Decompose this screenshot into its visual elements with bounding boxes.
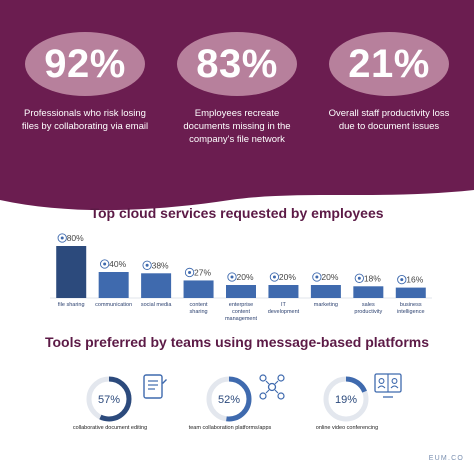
donut-3-ring: 19%	[323, 376, 369, 422]
bar-value-1: 80%	[67, 233, 84, 243]
social-icon-dot	[145, 263, 149, 267]
bar-value-6: 20%	[279, 272, 296, 282]
donut-1-ring: 57%	[86, 376, 132, 422]
stat-3-value: 21%	[329, 32, 449, 96]
bar-chart: 80% file sharing 40% communication 38% social…	[50, 233, 432, 322]
donut-3-caption: online video conferencing	[315, 425, 379, 431]
donut-1: 57%	[85, 375, 133, 428]
category-label-7: marketing	[314, 302, 338, 308]
ecm-icon-dot	[230, 275, 234, 279]
bar-value-9: 16%	[406, 275, 423, 285]
cloud-icon-dot	[60, 236, 64, 240]
category-label-8: sales productivity	[354, 302, 382, 315]
bar-7	[310, 285, 341, 298]
donut-2-arc	[206, 376, 252, 422]
donut-2-ring: 52%	[206, 376, 252, 422]
category-label-5: enterprise content management	[225, 302, 258, 322]
bar-value-4: 27%	[194, 267, 211, 277]
chat-icon-dot	[103, 262, 107, 266]
donut-3: 19%	[322, 375, 370, 428]
stat-1: 92% Professionals who risk losing files …	[15, 32, 155, 133]
share-icon-dot	[188, 270, 192, 274]
video-call-icon	[374, 373, 402, 398]
section2-title: Tools preferred by teams using message-b…	[44, 334, 430, 350]
footer-brand: EUM.CO	[428, 455, 464, 462]
monitor-icon-dot	[272, 275, 276, 279]
bar-value-8: 18%	[364, 273, 381, 283]
donut-1-caption: collaborative document editing	[72, 425, 148, 431]
donut-1-arc	[86, 376, 132, 422]
megaphone-icon-dot	[315, 275, 319, 279]
stat-2-caption: Employees recreate documents missing in …	[183, 108, 291, 145]
donut-2-label: 52%	[218, 394, 240, 406]
category-label-6: IT development	[268, 302, 300, 315]
bar-1	[56, 246, 87, 298]
stat-2-value: 83%	[177, 32, 297, 96]
chart-icon-dot	[357, 276, 361, 280]
donut-1-label: 57%	[98, 394, 120, 406]
category-label-3: social media	[141, 302, 173, 308]
category-label-2: communication	[95, 302, 132, 308]
bar-value-7: 20%	[321, 272, 338, 282]
bar-value-3: 38%	[152, 260, 169, 270]
bar-9	[395, 287, 426, 298]
donut-3-arc	[323, 376, 369, 422]
analytics-icon-dot	[400, 278, 404, 282]
network-icon	[259, 374, 285, 400]
stat-1-value: 92%	[25, 32, 145, 96]
bar-value-5: 20%	[236, 272, 253, 282]
document-icon	[143, 374, 167, 399]
donut-3-label: 19%	[335, 394, 357, 406]
donut-2: 52%	[205, 375, 253, 428]
bar-value-2: 40%	[109, 259, 126, 269]
stat-1-caption: Professionals who risk losing files by c…	[21, 108, 149, 132]
stat-3-caption: Overall staff productivity loss due to d…	[328, 108, 450, 132]
bar-4	[183, 280, 214, 298]
category-label-9: business intelligence	[397, 302, 425, 315]
bar-2	[98, 272, 129, 298]
bar-8	[353, 286, 384, 298]
donut-2-caption: team collaboration platforms/apps	[188, 425, 272, 431]
bar-3	[141, 273, 172, 298]
section1-title: Top cloud services requested by employee…	[90, 205, 384, 221]
stat-3: 21% Overall staff productivity loss due …	[319, 32, 459, 133]
stat-2: 83% Employees recreate documents missing…	[167, 32, 307, 146]
category-label-4: content sharing	[190, 302, 209, 315]
category-label-1: file sharing	[58, 302, 85, 308]
bar-5	[226, 285, 256, 298]
bar-6	[268, 285, 299, 298]
